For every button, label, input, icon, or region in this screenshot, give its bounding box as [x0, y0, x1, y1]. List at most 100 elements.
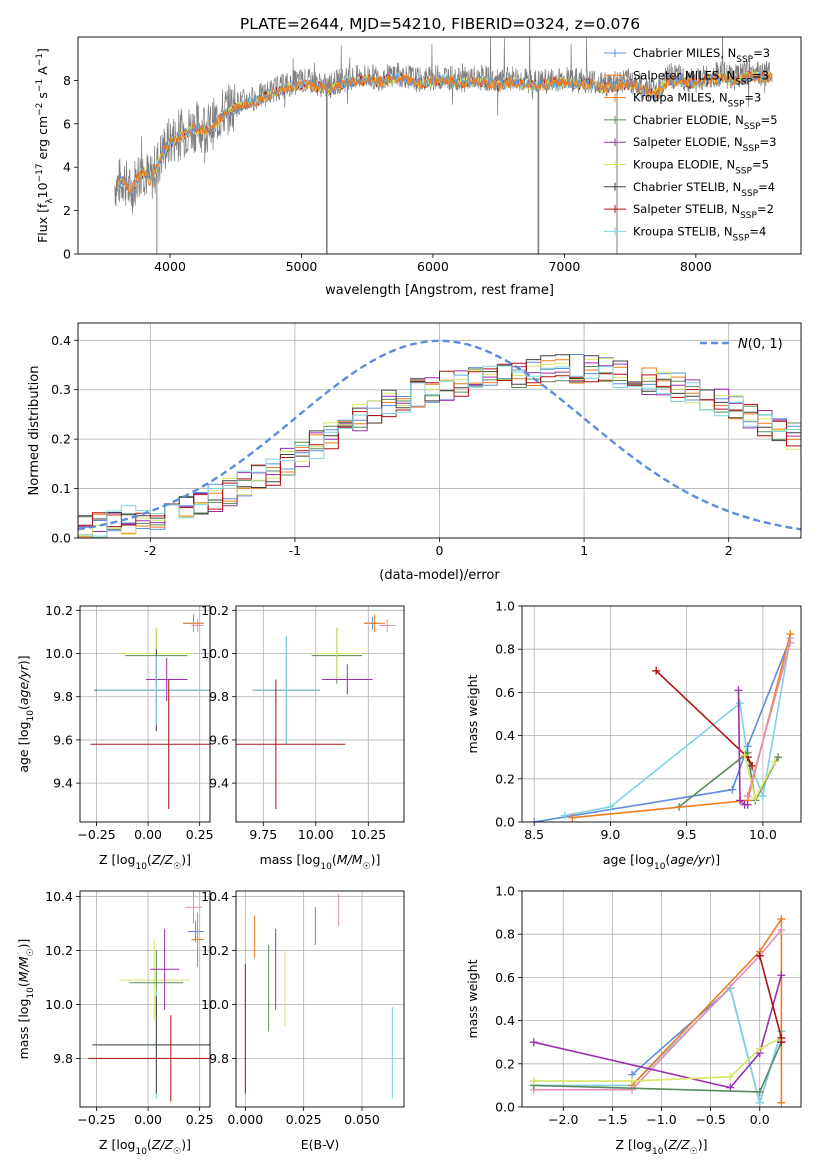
series-line — [631, 986, 783, 1106]
series-line — [564, 638, 792, 817]
y-tick-label: 2 — [63, 203, 71, 218]
x-axis-label: wavelength [Angstrom, rest frame] — [325, 283, 554, 298]
series-line — [533, 986, 783, 1106]
series-point — [777, 971, 786, 980]
y-tick-label: 0.4 — [495, 728, 515, 743]
y-tick-label: 9.8 — [53, 689, 73, 704]
x-tick-label: 0.000 — [227, 1112, 263, 1127]
x-tick-label: −0.25 — [77, 1112, 115, 1127]
panel-residuals: -2 -1 0 1 2 0.0 0.1 0.2 0.3 0.4 (data-model)/error… — [27, 322, 802, 583]
series-point — [771, 757, 780, 766]
y-axis-label: age [log10(age/yr)] — [16, 655, 36, 772]
series-point — [743, 792, 752, 801]
x-axis-label: Z [log10(Z/Z☉)] — [616, 1137, 708, 1157]
series-point — [777, 1038, 786, 1047]
y-axis-label: mass [log10(M/M☉)] — [16, 939, 36, 1060]
y-tick-label: 0.4 — [51, 333, 71, 348]
series-point — [755, 1098, 764, 1107]
x-tick-label: −1.5 — [597, 1112, 627, 1127]
histogram-step — [78, 366, 801, 538]
y-tick-label: 0.8 — [495, 642, 515, 657]
series-point — [743, 800, 752, 809]
y-tick-label: 0.3 — [51, 382, 71, 397]
x-tick-label: 0 — [436, 543, 444, 558]
histogram-step — [78, 354, 801, 538]
y-tick-label: 0 — [63, 247, 71, 262]
y-tick-label: 9.4 — [209, 776, 229, 791]
axes-frame — [77, 36, 802, 255]
x-tick-label: 8.5 — [524, 827, 544, 842]
grid-mass-vs-z — [80, 891, 210, 1107]
series-point — [755, 1087, 764, 1096]
axes-frame — [79, 605, 211, 823]
series-line — [678, 751, 779, 808]
y-tick-label: 0.6 — [495, 970, 515, 985]
series-point — [568, 813, 577, 822]
y-tick-label: 10.2 — [201, 943, 229, 958]
y-axis-label: mass weight — [465, 674, 480, 753]
x-tick-label: -2 — [144, 543, 156, 558]
panel-mass-weight-vs-age: 8.5 9.0 9.5 10.0 0.0 0.2 0.4 0.6 0.8 1.0 age [log1… — [465, 599, 802, 872]
y-tick-label: 0.4 — [495, 1013, 515, 1028]
y-axis-label: Flux [fλ10−17 erg cm−2 s−1 A−1] — [35, 48, 55, 243]
series-point — [606, 802, 615, 811]
y-tick-label: 0.2 — [495, 1056, 515, 1071]
axes-frame — [79, 890, 211, 1108]
x-tick-label: 9.0 — [600, 827, 620, 842]
x-tick-label: 0.025 — [286, 1112, 322, 1127]
y-tick-label: 10.4 — [201, 889, 229, 904]
series-point — [529, 1038, 538, 1047]
x-axis-label: Z [log10(Z/Z☉)] — [99, 852, 191, 872]
legend: Chabrier MILES, NSSP=3 Salpeter MILES, NS… — [604, 46, 778, 243]
y-tick-label: 1.0 — [495, 884, 515, 899]
series-point — [751, 794, 760, 803]
series-line — [631, 916, 783, 1103]
plot-area-mass-vs-z — [88, 891, 210, 1102]
y-tick-label: 8 — [63, 73, 71, 88]
series-line — [533, 974, 783, 1089]
axes-frame — [521, 890, 802, 1108]
series-point — [734, 686, 743, 695]
x-tick-label: 9.75 — [249, 827, 277, 842]
histogram-step — [78, 365, 801, 538]
histogram-step — [78, 359, 801, 538]
series-line — [655, 670, 753, 767]
y-tick-label: 0.2 — [495, 771, 515, 786]
series-point — [736, 699, 745, 708]
panel-mass-weight-vs-z: −2.0 −1.5 −1.0 −0.5 0.0 0.0 0.2 0.4 0.6 0.8 1.0 Z [… — [465, 884, 802, 1157]
series-point — [728, 785, 737, 794]
legend-entry: Chabrier STELIB, NSSP=4 — [633, 180, 775, 199]
y-tick-label: 6 — [63, 116, 71, 131]
y-tick-label: 10.2 — [201, 603, 229, 618]
y-tick-label: 9.8 — [209, 1051, 229, 1066]
series-line — [533, 929, 783, 1091]
plot-area-age-vs-mass — [236, 614, 396, 810]
y-tick-label: 9.8 — [53, 1051, 73, 1066]
series-point — [740, 751, 749, 760]
series-point — [786, 630, 795, 639]
y-tick-label: 0.0 — [495, 815, 515, 830]
y-tick-label: 9.6 — [53, 732, 73, 747]
axes-frame — [235, 890, 405, 1108]
x-tick-label: 10.0 — [749, 827, 777, 842]
panel-spectrum: 4000 5000 6000 7000 8000 0 2 4 6 8 wavelength [Ang… — [35, 36, 802, 298]
series-line — [572, 633, 792, 819]
series-point — [736, 796, 745, 805]
legend-entry: Chabrier ELODIE, NSSP=5 — [633, 113, 778, 132]
plot-area-residuals — [78, 339, 801, 538]
x-tick-label: 0.25 — [186, 827, 214, 842]
series-point — [774, 753, 783, 762]
plot-area-mass-weight-vs-z — [529, 915, 786, 1107]
series-point — [748, 761, 757, 770]
series-point — [777, 1098, 786, 1107]
x-tick-label: 0.00 — [134, 827, 162, 842]
x-tick-label: −2.0 — [548, 1112, 578, 1127]
grid-mass-weight-vs-z — [522, 890, 801, 1108]
x-tick-label: −0.5 — [695, 1112, 725, 1127]
x-axis-label: E(B-V) — [301, 1137, 340, 1152]
legend-entry: Salpeter ELODIE, NSSP=3 — [633, 135, 776, 154]
series-point — [777, 915, 786, 924]
series-point — [755, 951, 764, 960]
legend-entry: Kroupa MILES, NSSP=3 — [633, 91, 761, 110]
